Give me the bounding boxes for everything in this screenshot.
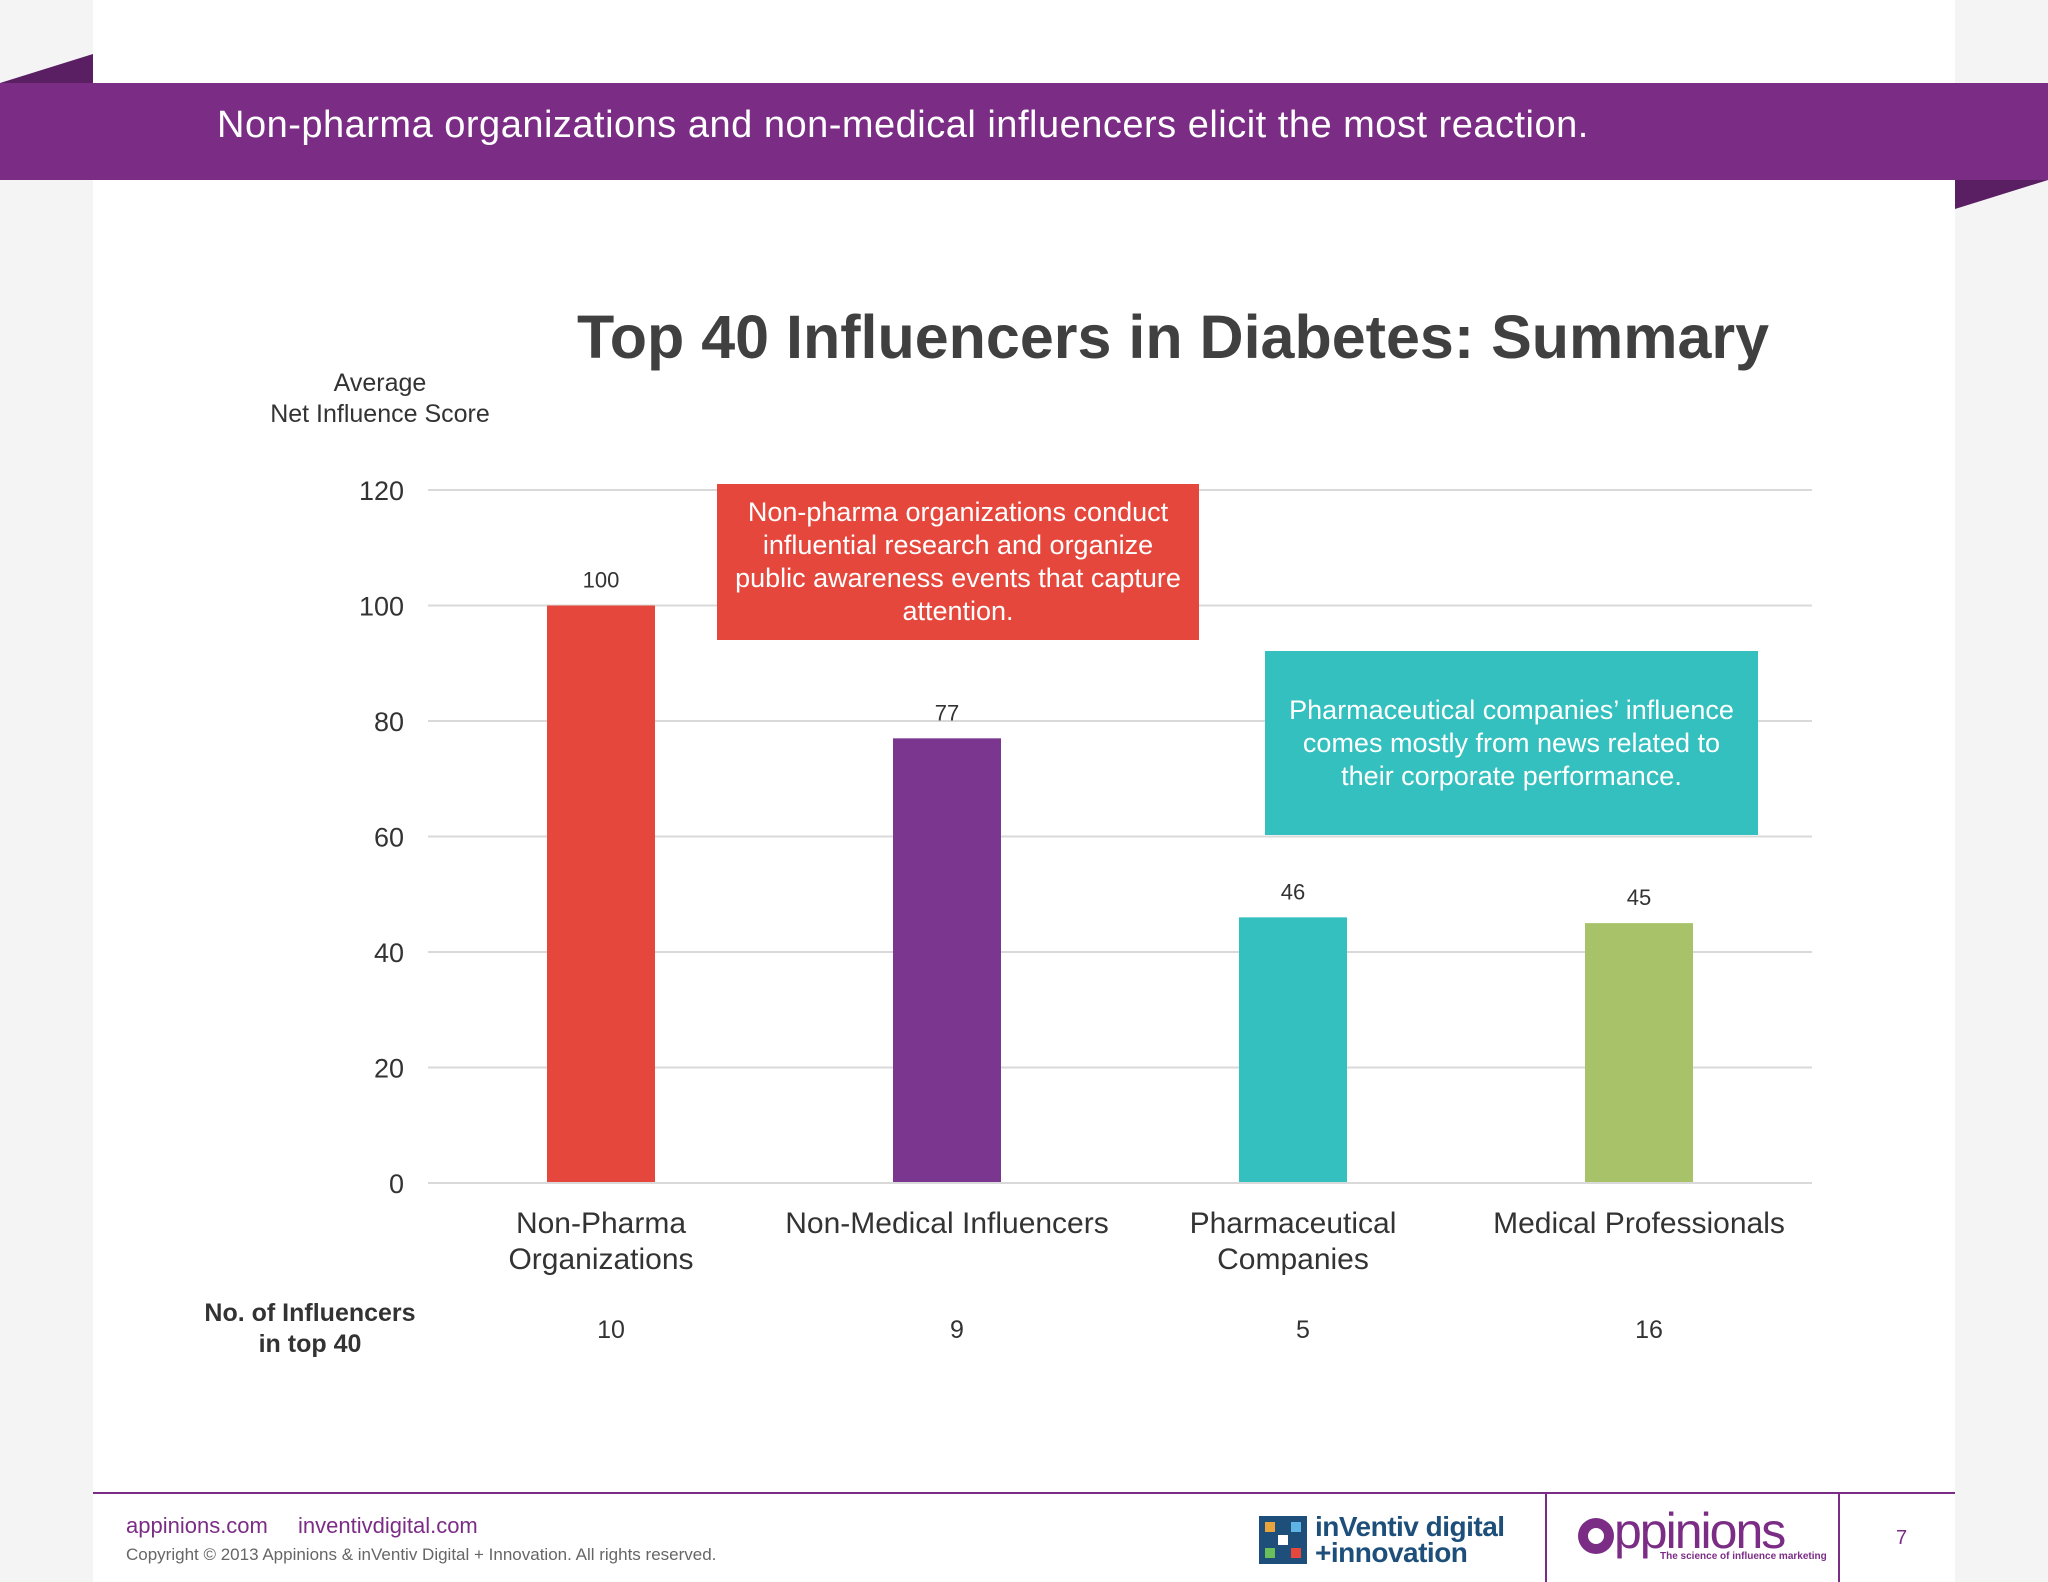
bar [893, 738, 1001, 1183]
x-tick-label: Medical Professionals [1493, 1207, 1785, 1240]
y-tick-label: 100 [359, 592, 404, 622]
callout-pharmaceutical: Pharmaceutical companies’ influence come… [1265, 651, 1758, 835]
y-tick-label: 40 [374, 938, 404, 968]
influencer-count: 16 [1635, 1316, 1663, 1344]
data-label: 46 [1281, 879, 1305, 904]
banner-title: Non-pharma organizations and non-medical… [217, 104, 1589, 146]
inventiv-mark-icon [1259, 1516, 1307, 1564]
x-tick-label: Pharmaceutical Companies [1190, 1207, 1397, 1276]
influencer-count: 10 [597, 1316, 625, 1344]
appinions-mark-icon [1578, 1518, 1614, 1554]
y-axis-label: Average Net Influence Score [270, 369, 490, 428]
appinions-tagline: The science of influence marketing [1660, 1551, 1827, 1562]
footer-links: appinions.com inventivdigital.com [126, 1513, 502, 1539]
chart-title: Top 40 Influencers in Diabetes: Summary [577, 303, 1770, 371]
inventiv-logo: inVentiv digital +innovation [1259, 1512, 1505, 1568]
influencer-count: 5 [1296, 1316, 1310, 1344]
influencer-count: 9 [950, 1316, 964, 1344]
bar [1239, 917, 1347, 1183]
y-tick-label: 0 [389, 1169, 404, 1199]
y-tick-label: 120 [359, 476, 404, 506]
callout-non-pharma: Non-pharma organizations conduct influen… [717, 484, 1199, 640]
header-banner [0, 83, 2048, 180]
link-appinions[interactable]: appinions.com [126, 1513, 268, 1538]
bar [547, 605, 655, 1183]
copyright: Copyright © 2013 Appinions & inVentiv Di… [126, 1545, 717, 1564]
x-tick-label: Non-Pharma Organizations [508, 1207, 693, 1276]
appinions-logo: ppinions The science of influence market… [1578, 1503, 1827, 1570]
footer-separator [1545, 1494, 1547, 1582]
appinions-logo-text: ppinions [1614, 1503, 1786, 1559]
footer-divider [93, 1492, 1955, 1494]
y-tick-label: 80 [374, 707, 404, 737]
link-inventivdigital[interactable]: inventivdigital.com [298, 1513, 478, 1538]
page-number: 7 [1896, 1527, 1908, 1549]
footer-separator [1838, 1494, 1840, 1582]
bar-chart: 0 20 40 60 80 100 120 100 Non-Pharma Organization… [359, 476, 1812, 1276]
influencer-count-header: No. of Influencers in top 40 [204, 1299, 416, 1358]
banner-fold-left [0, 54, 93, 83]
data-label: 100 [583, 568, 620, 593]
bar [1585, 923, 1693, 1183]
data-label: 45 [1627, 885, 1651, 910]
y-tick-label: 60 [374, 823, 404, 853]
banner-fold-right [1955, 180, 2048, 209]
y-tick-label: 20 [374, 1054, 404, 1084]
x-tick-label: Non-Medical Influencers [785, 1207, 1108, 1240]
data-label: 77 [935, 700, 959, 725]
inventiv-logo-text: inVentiv digital +innovation [1315, 1511, 1505, 1568]
